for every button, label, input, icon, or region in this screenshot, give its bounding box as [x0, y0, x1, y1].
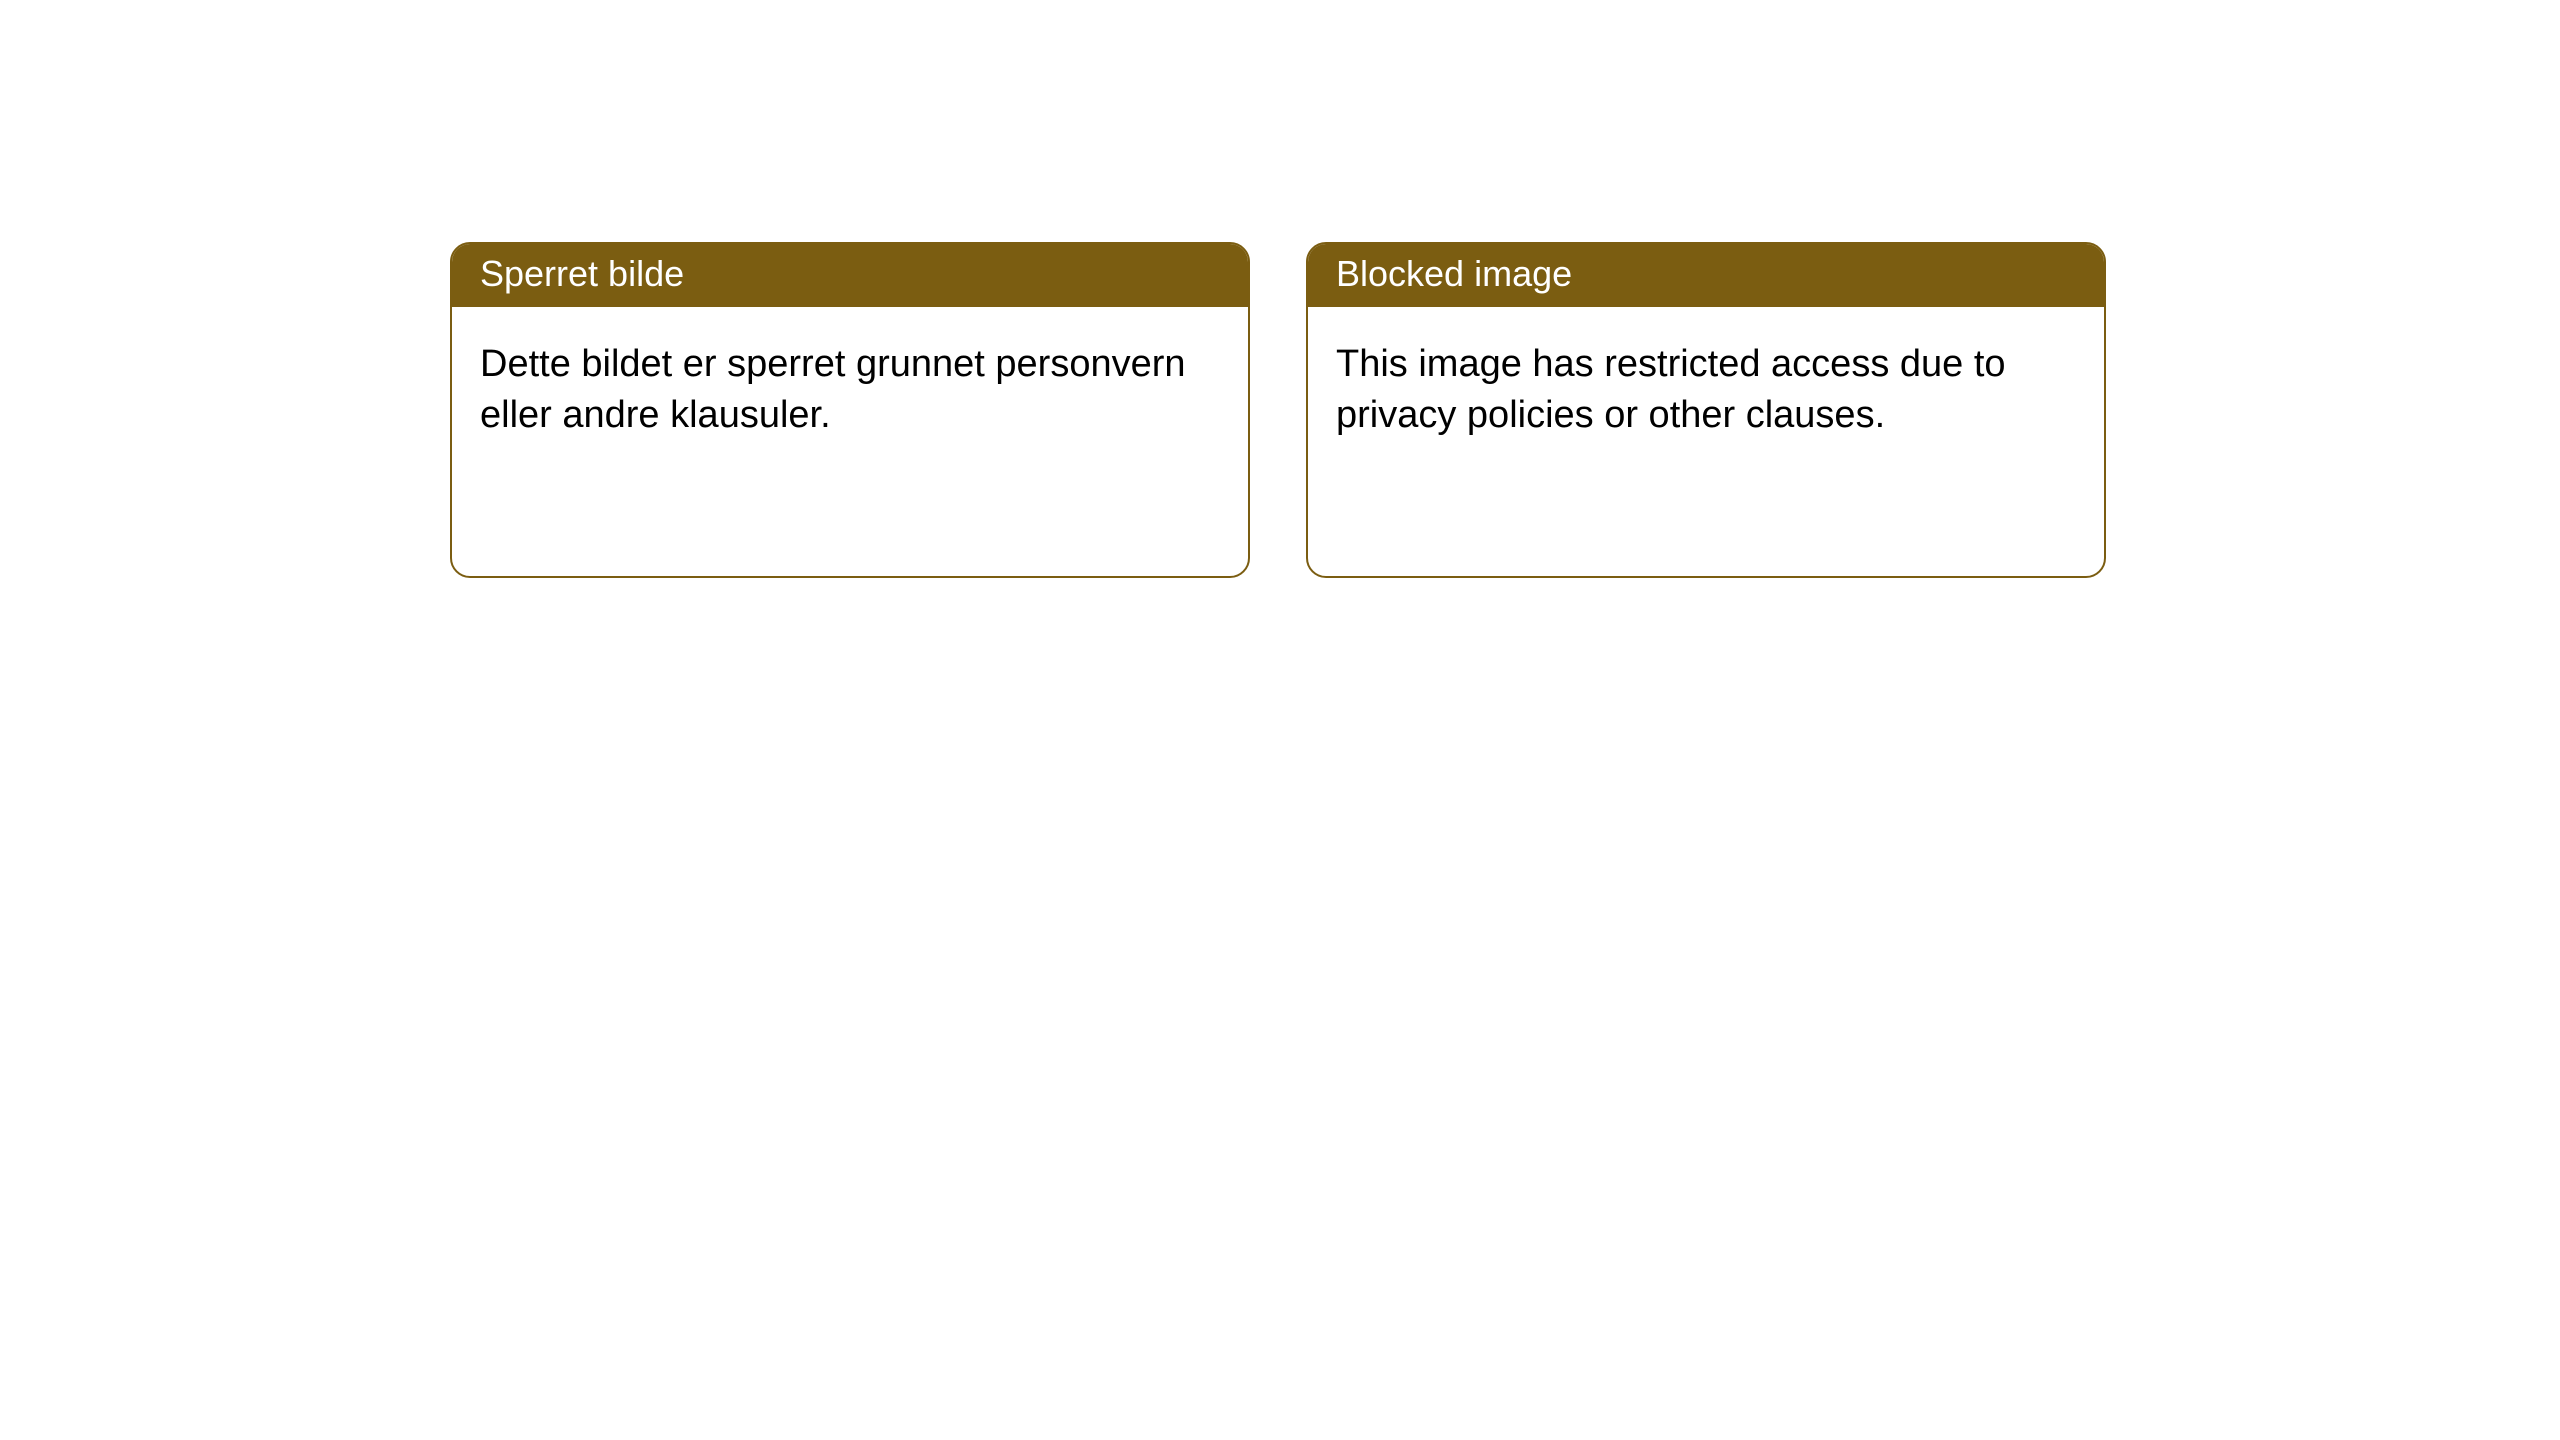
card-header: Sperret bilde	[452, 244, 1248, 307]
blocked-image-card-no: Sperret bilde Dette bildet er sperret gr…	[450, 242, 1250, 578]
notice-container: Sperret bilde Dette bildet er sperret gr…	[0, 0, 2560, 578]
card-header: Blocked image	[1308, 244, 2104, 307]
card-body: Dette bildet er sperret grunnet personve…	[452, 307, 1248, 474]
blocked-image-card-en: Blocked image This image has restricted …	[1306, 242, 2106, 578]
card-body: This image has restricted access due to …	[1308, 307, 2104, 474]
